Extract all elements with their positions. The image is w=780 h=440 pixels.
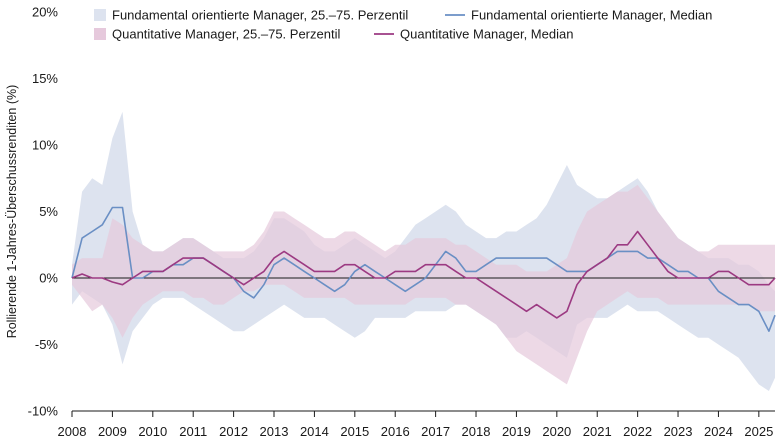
legend-label: Fundamental orientierte Manager, 25.–75.… [112,8,408,23]
x-tick-label: 2020 [542,424,571,439]
y-tick-label: 10% [32,138,58,153]
x-tick-label: 2016 [381,424,410,439]
y-axis-ticks: 20% 15% 10% 5% 0% -5% -10% [28,5,59,419]
legend-item: Fundamental orientierte Manager, 25.–75.… [94,8,408,23]
x-tick-label: 2024 [704,424,733,439]
x-tick-label: 2008 [58,424,87,439]
y-tick-label: 5% [39,204,58,219]
x-tick-label: 2023 [664,424,693,439]
x-tick-label: 2015 [340,424,369,439]
legend-swatch [94,9,106,21]
legend-swatch [94,28,106,40]
x-tick-label: 2017 [421,424,450,439]
percentile-bands [72,111,775,392]
x-tick-label: 2010 [138,424,167,439]
quant-percentile-band [72,184,775,385]
legend-item: Quantitative Manager, 25.–75. Perzentil [94,27,340,42]
y-tick-label: 15% [32,71,58,86]
x-tick-label: 2022 [623,424,652,439]
legend: Fundamental orientierte Manager, 25.–75.… [94,8,712,42]
legend-label: Fundamental orientierte Manager, Median [471,8,712,23]
quant-median-line [71,230,776,319]
x-axis-ticks: 2008 2009 2010 2011 2012 2013 2014 2015 2016 2017… [58,411,773,439]
y-tick-label: -10% [28,404,59,419]
legend-label: Quantitative Manager, Median [400,27,573,42]
x-tick-label: 2019 [502,424,531,439]
legend-item: Fundamental orientierte Manager, Median [445,8,712,23]
fundamental-median-line [71,206,776,333]
x-tick-label: 2013 [260,424,289,439]
x-tick-label: 2018 [462,424,491,439]
x-tick-label: 2021 [583,424,612,439]
legend-label: Quantitative Manager, 25.–75. Perzentil [112,27,340,42]
y-axis-label: Rollierende 1-Jahres-Überschussrenditen … [5,85,19,339]
y-tick-label: 0% [39,271,58,286]
y-tick-label: -5% [35,337,59,352]
legend-item: Quantitative Manager, Median [374,27,573,42]
x-tick-label: 2009 [98,424,127,439]
median-lines [71,206,776,333]
x-tick-label: 2014 [300,424,329,439]
x-tick-label: 2012 [219,424,248,439]
x-tick-label: 2025 [744,424,773,439]
y-tick-label: 20% [32,5,58,20]
x-tick-label: 2011 [179,424,207,439]
